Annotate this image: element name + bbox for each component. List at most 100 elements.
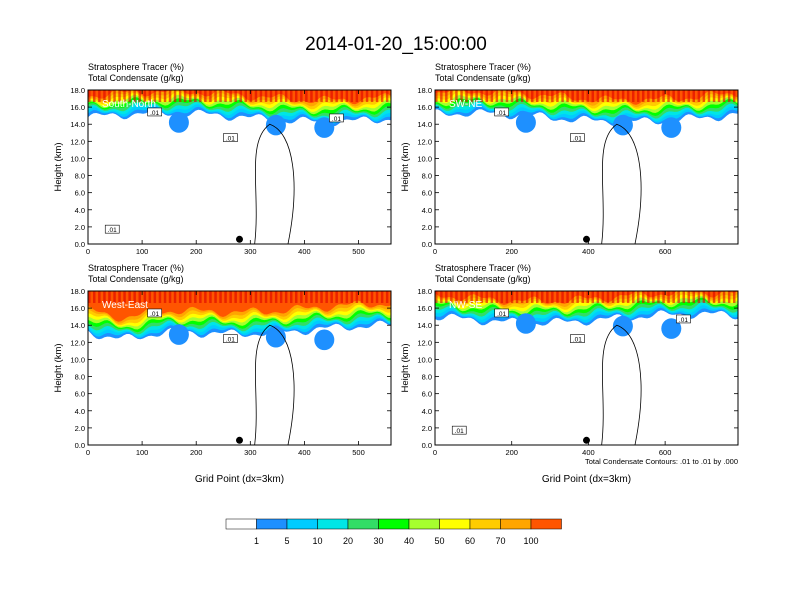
x-tick-label: 200 [190,448,203,457]
x-tick-label: 100 [136,448,149,457]
x-tick-label: 500 [352,448,365,457]
panel-title: Stratosphere Tracer (%) [88,263,184,273]
x-tick-label: 0 [433,448,437,457]
contour-label: .01 [332,116,341,123]
y-tick-label: 16.0 [417,304,432,313]
condensate-contour [254,123,295,244]
y-tick-label: 2.0 [75,424,85,433]
contour-label-box [329,113,344,123]
y-tick-label: 2.0 [422,223,432,232]
x-tick-label: 400 [298,448,311,457]
x-tick-label: 600 [659,448,672,457]
contour-footnote: Total Condensate Contours: .01 to .01 by… [585,457,738,466]
y-tick-label: 0.0 [75,240,85,249]
colorbar-box [469,518,501,530]
x-tick-label: 0 [86,448,90,457]
tracer-field: .01 .01 [435,90,738,244]
x-axis-label: Grid Point (dx=3km) [195,474,284,485]
x-tick-label: 600 [659,247,672,256]
y-tick-label: 6.0 [75,189,85,198]
colorbar-label: 70 [495,536,505,546]
colorbar-box [439,518,471,530]
x-tick-label: 0 [433,247,437,256]
x-tick-label: 400 [582,448,595,457]
location-marker [236,436,243,444]
y-tick-label: 16.0 [417,103,432,112]
colorbar-box [317,518,349,530]
y-tick-label: 12.0 [417,137,432,146]
y-tick-label: 18.0 [70,86,85,95]
y-axis-label: Height (km) [400,343,411,392]
plot-frame [87,89,392,245]
contour-label: .01 [226,136,235,143]
panel-name: SW-NE [449,99,482,110]
colorbar-box [347,518,379,530]
y-tick-label: 10.0 [70,154,85,163]
y-axis-label: Height (km) [53,142,64,191]
y-tick-label: 0.0 [422,441,432,450]
contour-label-box [570,334,585,343]
y-tick-label: 12.0 [70,137,85,146]
colorbar-box [530,518,562,530]
contour-label: .01 [679,317,688,324]
figure-title: 2014-01-20_15:00:00 [305,34,487,55]
contour-label: .01 [455,428,464,435]
panel-name: NW-SE [449,300,482,311]
colorbar-label: 50 [434,536,444,546]
y-tick-label: 6.0 [422,390,432,399]
contour-label: .01 [226,337,235,344]
contour-label: .01 [497,110,506,117]
colorbar-box [500,518,532,530]
contour-label-box [104,224,120,234]
y-axis-label: Height (km) [53,343,64,392]
location-marker [236,235,243,243]
contour-label-box [570,133,585,142]
y-tick-label: 10.0 [70,355,85,364]
contour-label: .01 [497,311,506,318]
y-tick-label: 16.0 [70,304,85,313]
y-tick-label: 6.0 [75,390,85,399]
condensate-contour [601,324,642,445]
condensate-contour [601,123,642,244]
colorbar-box [408,518,440,530]
contour-label-box [494,308,509,318]
contour-label: .01 [573,337,582,344]
colorbar-label: 40 [404,536,414,546]
y-tick-label: 18.0 [417,287,432,296]
x-tick-label: 400 [582,247,595,256]
y-tick-label: 14.0 [70,321,85,330]
colorbar-label: 1 [254,536,259,546]
contour-label: .01 [573,136,582,143]
panel-name: South-North [102,99,156,110]
contour-label-box [451,425,467,435]
colorbar: 1 5 10 20 30 40 50 60 70 100 [225,518,562,546]
y-tick-label: 8.0 [75,373,85,382]
y-tick-label: 0.0 [75,441,85,450]
y-tick-label: 6.0 [422,189,432,198]
contour-label: .01 [150,110,159,117]
tracer-field: .01 .01 .01 .01 [88,90,391,244]
contour-label: .01 [108,227,117,234]
panel-subtitle: Total Condensate (g/kg) [88,274,184,284]
colorbar-label: 30 [373,536,383,546]
x-tick-label: 0 [86,247,90,256]
x-tick-label: 200 [505,247,518,256]
y-tick-label: 18.0 [70,287,85,296]
y-tick-label: 16.0 [70,103,85,112]
x-tick-label: 100 [136,247,149,256]
y-tick-label: 14.0 [417,321,432,330]
panels: Stratosphere Tracer (%)Total Condensate … [53,62,739,485]
plot-frame [87,290,392,446]
y-tick-label: 4.0 [75,407,85,416]
y-tick-label: 2.0 [75,223,85,232]
colorbar-box [378,518,410,530]
condensate-contour [254,324,295,445]
y-tick-label: 12.0 [70,338,85,347]
x-tick-label: 300 [244,448,257,457]
location-marker [583,235,590,243]
panel-subtitle: Total Condensate (g/kg) [435,274,531,284]
colorbar-label: 60 [465,536,475,546]
colorbar-box [256,518,288,530]
x-tick-label: 200 [190,247,203,256]
x-tick-label: 300 [244,247,257,256]
